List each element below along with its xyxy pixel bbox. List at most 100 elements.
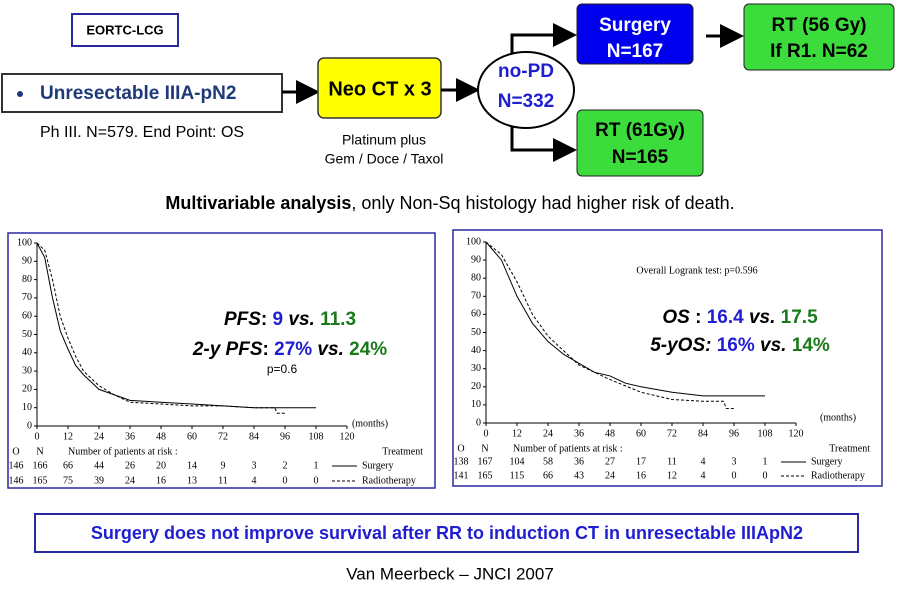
risk-header: Treatment <box>829 443 870 454</box>
finding: Multivariable analysis, only Non-Sq hist… <box>165 193 734 213</box>
y-tick-label: 60 <box>22 310 32 321</box>
survival-curve <box>485 241 734 410</box>
annotation-part: 16.4 <box>707 307 744 328</box>
x-tick-label: 120 <box>340 431 355 442</box>
risk-header: N <box>481 443 488 454</box>
y-tick-label: 10 <box>22 402 32 413</box>
risk-n: 167 <box>478 456 493 467</box>
annotation-part: vs. <box>312 339 349 360</box>
y-tick-label: 20 <box>471 381 481 392</box>
annotation-part: 5-yOS: <box>650 335 711 356</box>
annotation-part: 14% <box>792 335 830 356</box>
risk-header: O <box>457 443 464 454</box>
x-axis-label: (months) <box>820 412 856 423</box>
y-tick-label: 90 <box>22 256 32 267</box>
risk-count: 13 <box>187 475 197 486</box>
x-tick-label: 72 <box>667 428 677 439</box>
y-tick-label: 0 <box>476 417 481 428</box>
surgery-box <box>576 3 694 65</box>
risk-count: 3 <box>732 456 737 467</box>
x-tick-label: 72 <box>218 431 228 442</box>
y-tick-label: 80 <box>22 274 32 285</box>
y-tick-label: 30 <box>471 363 481 374</box>
risk-header: N <box>36 446 43 457</box>
induction-box <box>317 57 442 119</box>
risk-count: 115 <box>510 470 525 481</box>
response-ellipse <box>477 51 575 129</box>
annotation-part: OS <box>662 307 690 328</box>
annotation-part: : <box>261 309 273 330</box>
risk-count: 1 <box>763 456 768 467</box>
risk-header: O <box>12 446 19 457</box>
arm: RT (61Gy) <box>595 120 685 141</box>
annotation-part: vs. <box>283 309 320 330</box>
x-tick-label: 84 <box>249 431 259 442</box>
risk-count: 9 <box>221 460 226 471</box>
risk-count: 58 <box>543 456 553 467</box>
arm-followup: RT (56 Gy) <box>771 15 866 36</box>
citation: Van Meerbeck – JNCI 2007 <box>346 564 554 583</box>
risk-count: 0 <box>763 470 768 481</box>
risk-count: 17 <box>636 456 646 467</box>
risk-n: 165 <box>478 470 493 481</box>
annotation-part: 27% <box>274 339 312 360</box>
y-tick-label: 30 <box>22 365 32 376</box>
risk-header: Treatment <box>382 446 423 457</box>
annotation: 5-yOS: 16% vs. 14% <box>650 335 830 356</box>
y-tick-label: 50 <box>471 327 481 338</box>
annotation: PFS: 9 vs. 11.3 <box>224 309 356 330</box>
risk-count: 36 <box>574 456 584 467</box>
risk-count: 0 <box>283 475 288 486</box>
arm: N=165 <box>612 147 669 168</box>
legend-label: Radiotherapy <box>362 475 416 486</box>
annotation-part: 16% <box>711 335 754 356</box>
annotation-part: vs. <box>755 335 792 356</box>
risk-count: 1 <box>314 460 319 471</box>
survival-curve <box>36 242 316 409</box>
x-tick-label: 36 <box>125 431 135 442</box>
legend-label: Radiotherapy <box>811 470 865 481</box>
x-tick-label: 96 <box>280 431 290 442</box>
annotation-part: PFS <box>224 309 261 330</box>
conclusion: Surgery does not improve survival after … <box>91 523 803 543</box>
risk-count: 11 <box>218 475 228 486</box>
annotation-part: 2-y PFS <box>192 339 263 360</box>
arrow <box>510 23 577 55</box>
risk-header: Number of patients at risk : <box>513 443 623 454</box>
x-tick-label: 12 <box>512 428 522 439</box>
chart-note: Overall Logrank test: p=0.596 <box>636 265 757 276</box>
risk-o: 141 <box>454 470 469 481</box>
risk-count: 26 <box>125 460 135 471</box>
annotation-part: 17.5 <box>781 307 818 328</box>
arm: N=167 <box>607 41 664 62</box>
risk-count: 16 <box>636 470 646 481</box>
risk-count: 20 <box>156 460 166 471</box>
response: N=332 <box>498 91 555 112</box>
risk-count: 0 <box>732 470 737 481</box>
risk-count: 14 <box>187 460 197 471</box>
badge-box <box>71 13 179 47</box>
y-tick-label: 10 <box>471 399 481 410</box>
y-tick-label: 100 <box>466 236 481 247</box>
x-tick-label: 84 <box>698 428 708 439</box>
risk-count: 104 <box>510 456 525 467</box>
risk-count: 43 <box>574 470 584 481</box>
x-tick-label: 36 <box>574 428 584 439</box>
response: no-PD <box>498 61 554 82</box>
risk-count: 44 <box>94 460 104 471</box>
x-tick-label: 108 <box>758 428 773 439</box>
risk-count: 24 <box>605 470 615 481</box>
legend-label: Surgery <box>811 456 842 467</box>
chart-note: p=0.6 <box>267 362 298 376</box>
x-tick-label: 0 <box>484 428 489 439</box>
x-tick-label: 96 <box>729 428 739 439</box>
x-tick-label: 60 <box>187 431 197 442</box>
risk-count: 66 <box>543 470 553 481</box>
x-tick-label: 48 <box>605 428 615 439</box>
risk-n: 166 <box>33 460 48 471</box>
annotation: 2-y PFS: 27% vs. 24% <box>192 339 387 360</box>
finding-bold: Multivariable analysis <box>165 193 351 213</box>
induction-note: Gem / Doce / Taxol <box>325 151 444 167</box>
arm: Surgery <box>599 15 671 36</box>
